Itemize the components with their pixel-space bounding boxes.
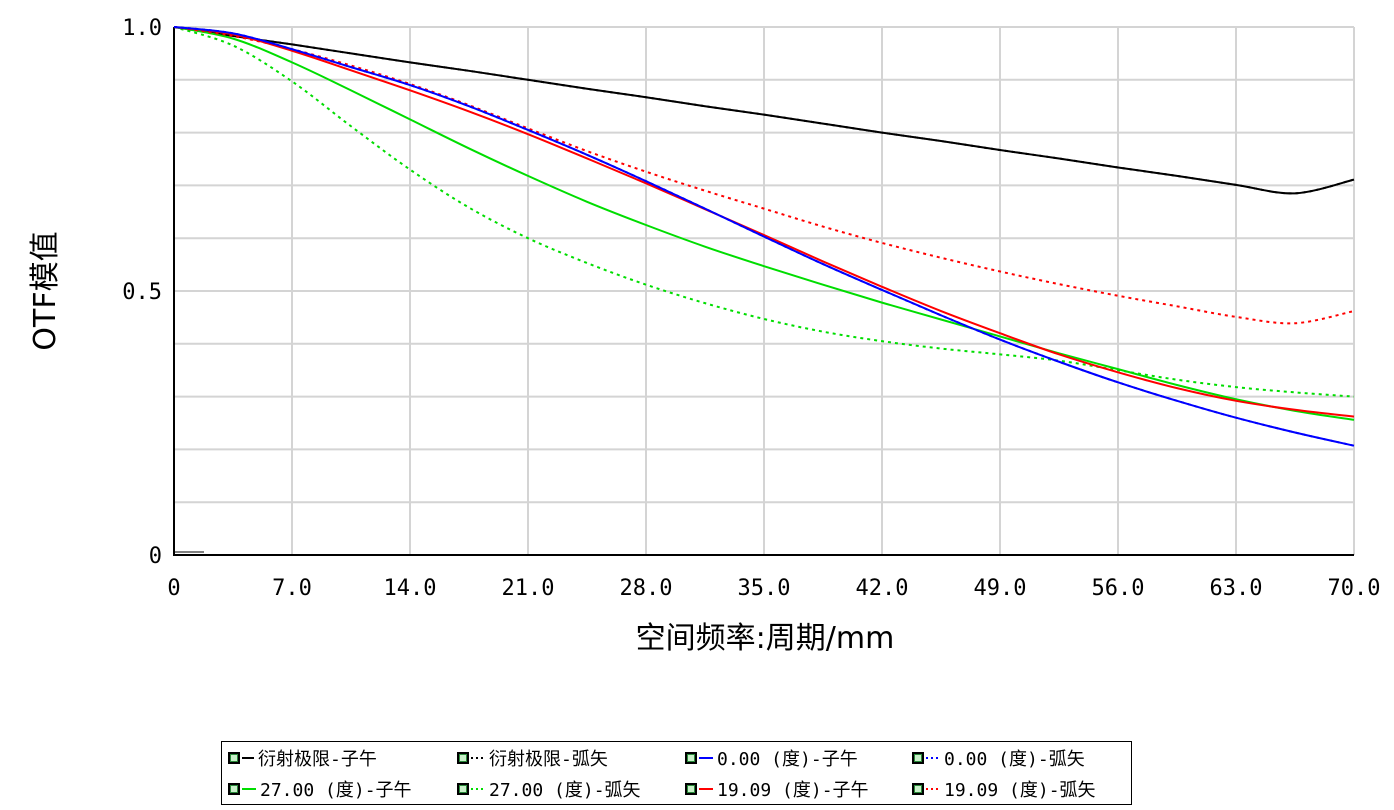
chart-series [173,26,1355,447]
series-line-5-dotted [173,26,1355,398]
series-line-6-solid [173,26,1355,418]
x-tick-label: 56.0 [1092,576,1145,601]
checkbox-icon[interactable] [912,751,924,764]
legend-swatch-green-dotted [471,787,485,790]
x-tick-label: 7.0 [272,576,312,601]
chart-axes [173,27,1354,556]
legend-item-27deg-sagittal[interactable]: 27.00 (度)-弧矢 [451,776,679,802]
legend-swatch-green-solid [242,787,256,790]
checkbox-icon[interactable] [457,782,469,795]
chart-legend: 衍射极限-子午 衍射极限-弧矢 0.00 (度)-子午 0.00 (度)-弧矢 … [221,741,1132,805]
legend-item-0deg-sagittal[interactable]: 0.00 (度)-弧矢 [906,745,1133,771]
tick-labels: 0 7.0 14.0 21.0 28.0 35.0 42.0 49.0 56.0 63.0 70.0… [122,16,1380,601]
checkbox-icon[interactable] [228,782,240,795]
legend-item-19deg-sagittal[interactable]: 19.09 (度)-弧矢 [906,776,1133,802]
series-line-4-solid [173,26,1355,421]
legend-label: 0.00 (度)-子午 [717,748,858,770]
series-line-2-solid [173,26,1355,447]
x-tick-label: 70.0 [1328,576,1381,601]
legend-label: 衍射极限-弧矢 [489,748,608,770]
legend-item-27deg-tangential[interactable]: 27.00 (度)-子午 [222,776,451,802]
legend-label: 衍射极限-子午 [258,748,377,770]
checkbox-icon[interactable] [685,751,697,764]
series-line-7-dotted [173,26,1355,325]
legend-swatch-red-dotted [926,787,940,790]
legend-swatch-black-dotted [471,756,485,759]
legend-swatch-black-solid [242,756,254,759]
chart-grid [174,26,1355,555]
mtf-chart: 0 7.0 14.0 21.0 28.0 35.0 42.0 49.0 56.0 63.0 70.0… [28,16,1380,656]
series-line-1-dotted [173,26,1355,195]
x-tick-label: 42.0 [856,576,909,601]
y-tick-label: 0.5 [122,280,162,305]
checkbox-icon[interactable] [912,782,924,795]
legend-item-0deg-tangential[interactable]: 0.00 (度)-子午 [679,745,906,771]
y-tick-label: 1.0 [122,16,162,41]
legend-label: 19.09 (度)-子午 [717,779,869,801]
x-tick-label: 0 [167,576,180,601]
legend-label: 27.00 (度)-弧矢 [489,779,641,801]
legend-label: 0.00 (度)-弧矢 [944,748,1085,770]
checkbox-icon[interactable] [685,782,697,795]
x-tick-label: 63.0 [1210,576,1263,601]
legend-item-diffraction-tangential[interactable]: 衍射极限-子午 [222,745,451,771]
x-tick-label: 14.0 [384,576,437,601]
legend-label: 19.09 (度)-弧矢 [944,779,1096,801]
legend-label: 27.00 (度)-子午 [260,779,412,801]
checkbox-icon[interactable] [228,751,240,764]
legend-swatch-red-solid [699,787,713,790]
y-axis-title: OTF模值 [28,231,63,350]
legend-item-19deg-tangential[interactable]: 19.09 (度)-子午 [679,776,906,802]
x-tick-label: 49.0 [974,576,1027,601]
y-tick-label: 0 [149,544,162,569]
x-tick-label: 21.0 [502,576,555,601]
legend-swatch-blue-dotted [926,756,940,759]
x-tick-label: 28.0 [620,576,673,601]
x-axis-title: 空间频率:周期/mm [636,621,895,656]
x-tick-label: 35.0 [738,576,791,601]
legend-swatch-blue-solid [699,756,713,759]
legend-item-diffraction-sagittal[interactable]: 衍射极限-弧矢 [451,745,679,771]
checkbox-icon[interactable] [457,751,469,764]
